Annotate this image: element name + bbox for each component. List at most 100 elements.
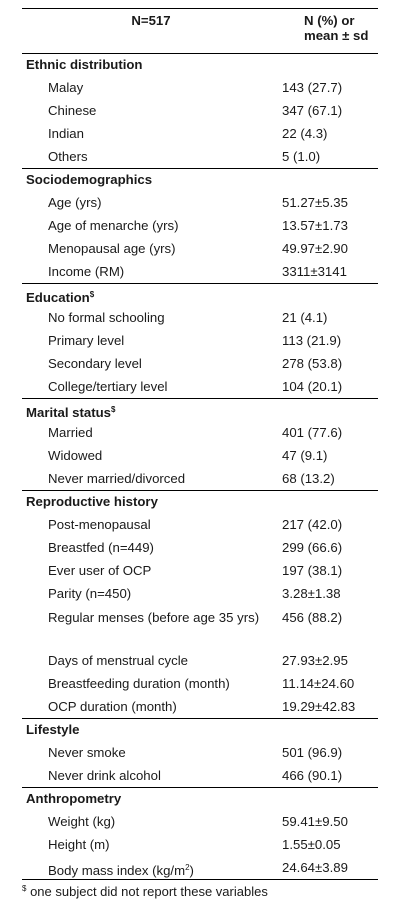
row-value: 456 (88.2) [282,610,343,625]
header-value-column: N (%) or mean ± sd [280,9,378,53]
footnote-mark: $ [111,405,116,414]
row-value: 466 (90.1) [282,768,343,783]
table-row: Never smoke 501 (96.9) [22,741,378,764]
table-row: Income (RM) 3311±3141 [22,260,378,283]
header-sample-size: N=517 [131,13,171,28]
row-value: 1.55±0.05 [282,837,341,852]
row-label: Ever user of OCP [48,563,152,578]
table-row: Primary level 113 (21.9) [22,329,378,352]
row-value: 3.28±1.38 [282,586,341,601]
row-value: 21 (4.1) [282,310,328,325]
row-label-text: Body mass index (kg/m [48,863,186,878]
row-label: Primary level [48,333,125,348]
row-value: 19.29±42.83 [282,699,356,714]
section-title-text: Sociodemographics [26,172,153,187]
footnote-mark: $ [22,884,27,893]
table-row: Widowed 47 (9.1) [22,444,378,467]
table-row: Married 401 (77.6) [22,421,378,444]
section-title-text: Education [26,290,90,305]
footnote-mark: $ [89,290,95,299]
table-row: Menopausal age (yrs) 49.97±2.90 [22,237,378,260]
row-label: Married [48,425,93,440]
row-label: Regular menses (before age 35 yrs) [48,610,260,625]
row-value: 47 (9.1) [282,448,328,463]
row-value: 143 (27.7) [282,80,343,95]
row-value: 11.14±24.60 [282,676,355,691]
demographics-table: N=517 N (%) or mean ± sd Ethnic distribu… [22,8,378,880]
row-label: College/tertiary level [48,379,168,394]
row-label: Breastfeeding duration (month) [48,676,230,691]
row-value: 5 (1.0) [282,149,321,164]
row-value: 501 (96.9) [282,745,343,760]
table-row: Days of menstrual cycle 27.93±2.95 [22,649,378,672]
row-label: Chinese [48,103,97,118]
section-title-text: Reproductive history [26,494,158,509]
table-row: College/tertiary level 104 (20.1) [22,375,378,398]
row-value: 217 (42.0) [282,517,343,532]
table-row: Age (yrs) 51.27±5.35 [22,191,378,214]
row-label: Body mass index (kg/m2) [22,856,280,879]
header-value-line2: mean ± sd [304,28,369,43]
row-value: 278 (53.8) [282,356,343,371]
table-row: OCP duration (month) 19.29±42.83 [22,695,378,718]
row-label: Menopausal age (yrs) [48,241,176,256]
row-label: Malay [48,80,84,95]
row-value: 51.27±5.35 [282,195,348,210]
row-value: 299 (66.6) [282,540,343,555]
table-row: Indian 22 (4.3) [22,122,378,145]
section-title-text: Marital status [26,405,112,420]
row-label: Never smoke [48,745,126,760]
row-label: Secondary level [48,356,142,371]
table-row: Post-menopausal 217 (42.0) [22,513,378,536]
row-label: Indian [48,126,84,141]
table-row: Age of menarche (yrs) 13.57±1.73 [22,214,378,237]
table-row: Regular menses (before age 35 yrs) 456 (8… [22,605,378,649]
row-label: Breastfed (n=449) [48,540,154,555]
section-reproductive: Reproductive history Post-menopausal 217 … [22,491,378,719]
row-label: Never married/divorced [48,471,186,486]
row-value: 27.93±2.95 [282,653,348,668]
table-row: Never drink alcohol 466 (90.1) [22,764,378,787]
section-title: Education$ [22,284,378,306]
row-label: Days of menstrual cycle [48,653,188,668]
section-title-text: Ethnic distribution [26,57,143,72]
row-value: 68 (13.2) [282,471,335,486]
row-label: Height (m) [48,837,110,852]
section-title-text: Anthropometry [26,791,122,806]
footnote-text: one subject did not report these variabl… [26,884,268,899]
table-row: Others 5 (1.0) [22,145,378,168]
row-value: 104 (20.1) [282,379,343,394]
section-marital: Marital status$ Married 401 (77.6) Widowe… [22,399,378,491]
row-label-suffix: ) [189,863,194,878]
section-title: Anthropometry [22,788,378,810]
section-sociodemographics: Sociodemographics Age (yrs) 51.27±5.35 Ag… [22,169,378,284]
table-row: Secondary level 278 (53.8) [22,352,378,375]
table-row: No formal schooling 21 (4.1) [22,306,378,329]
section-title: Reproductive history [22,491,378,513]
section-title-text: Lifestyle [26,722,80,737]
table-footnote: $ one subject did not report these varia… [22,884,268,899]
row-label: Age of menarche (yrs) [48,218,179,233]
table-row: Malay 143 (27.7) [22,76,378,99]
table-row: Chinese 347 (67.1) [22,99,378,122]
row-label: OCP duration (month) [48,699,177,714]
table-row: Weight (kg) 59.41±9.50 [22,810,378,833]
table-row: Never married/divorced 68 (13.2) [22,467,378,490]
section-title: Sociodemographics [22,169,378,191]
row-label: Widowed [48,448,103,463]
superscript: 2 [185,863,190,872]
row-value: 113 (21.9) [282,333,342,348]
row-label: Others [48,149,88,164]
table-row: Body mass index (kg/m2) 24.64±3.89 [22,856,378,879]
row-label: Income (RM) [48,264,125,279]
row-value: 3311±3141 [282,264,347,279]
table-row: Breastfeeding duration (month) 11.14±24.6… [22,672,378,695]
section-title: Marital status$ [22,399,378,421]
section-title: Ethnic distribution [22,54,378,76]
section-anthropometry: Anthropometry Weight (kg) 59.41±9.50 Heig… [22,788,378,880]
row-value: 197 (38.1) [282,563,343,578]
section-education: Education$ No formal schooling 21 (4.1) P… [22,284,378,399]
row-label: Post-menopausal [48,517,151,532]
row-label: Never drink alcohol [48,768,161,783]
row-label: No formal schooling [48,310,165,325]
